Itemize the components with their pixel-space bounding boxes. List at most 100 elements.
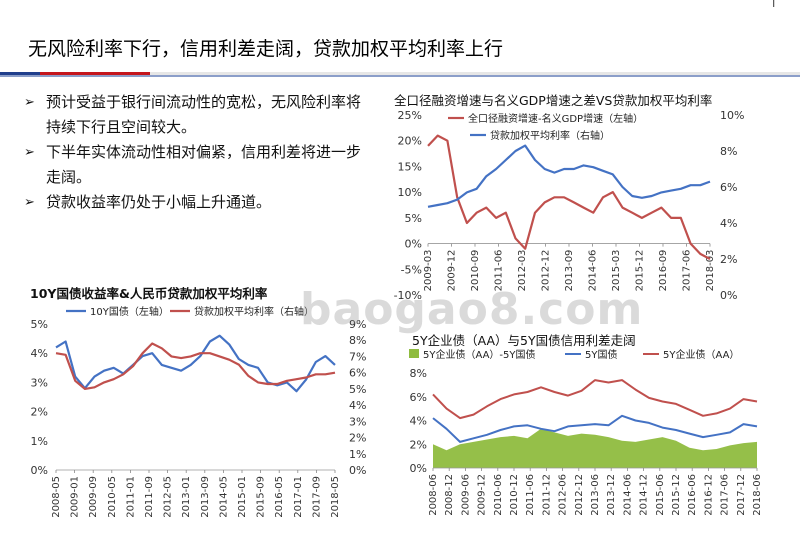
x-tick-label: 2009-03 bbox=[423, 250, 434, 292]
y-left-tick-label: -5% bbox=[401, 263, 422, 276]
legend-label-5y-govt: 5Y国债 bbox=[585, 348, 617, 361]
x-tick-label: 2008-12 bbox=[444, 474, 455, 516]
chart-title-spread: 5Y企业债（AA）与5Y国债信用利差走阔 bbox=[412, 333, 636, 348]
y-left-tick-label: 1% bbox=[31, 435, 48, 448]
x-tick-label: 2011-06 bbox=[525, 474, 536, 516]
x-tick-label: 2009-12 bbox=[447, 250, 458, 292]
legend-label-tsf-gap: 全口径融资增速-名义GDP增速（左轴） bbox=[468, 112, 643, 125]
x-tick-label: 2011-01 bbox=[125, 476, 136, 518]
x-tick-label: 2013-09 bbox=[200, 476, 211, 518]
series-line-tsf-gap bbox=[427, 134, 711, 260]
bullet-item: ➢ 预计受益于银行间流动性的宽松，无风险利率将持续下行且空间较大。 bbox=[24, 90, 364, 140]
series-line-5y-govt bbox=[432, 414, 758, 443]
y-left-tick-label: 0% bbox=[405, 238, 422, 251]
chart-10y: 5%4%3%2%1%0%9%8%7%6%5%4%3%2%1%0%2008-05 2… bbox=[31, 305, 367, 518]
x-tick-label: 2017-06 bbox=[720, 474, 731, 516]
y-right-tick-label: 5% bbox=[349, 383, 366, 396]
x-tick-label: 2015-06 bbox=[655, 474, 666, 516]
y-tick-label: 8% bbox=[410, 367, 427, 380]
y-right-tick-label: 4% bbox=[349, 399, 366, 412]
y-right-tick-label: 3% bbox=[349, 415, 366, 428]
x-tick-label: 2009-01 bbox=[70, 476, 81, 518]
y-left-tick-label: 3% bbox=[31, 376, 48, 389]
series-area-spread bbox=[433, 428, 757, 468]
x-tick-label: 2010-12 bbox=[509, 474, 520, 516]
bullet-text: 贷款收益率仍处于小幅上升通道。 bbox=[46, 193, 272, 211]
x-tick-label: 2011-09 bbox=[144, 476, 155, 518]
header-divider bbox=[0, 75, 800, 77]
x-tick-label: 2013-09 bbox=[564, 250, 575, 292]
legend-label-10y: 10Y国债（左轴） bbox=[90, 305, 169, 318]
x-tick-label: 2012-12 bbox=[541, 250, 552, 292]
legend-label-5y-corp: 5Y企业债（AA） bbox=[663, 348, 739, 361]
y-right-tick-label: 10% bbox=[720, 109, 744, 122]
y-right-tick-label: 2% bbox=[349, 432, 366, 445]
series-line-loan-rate bbox=[55, 342, 336, 390]
watermark: baogao8.com bbox=[300, 284, 644, 335]
chart-spread: 8% 6% 4% 2% 0%2008-06 2008-12 2009-06 2009-12 20… bbox=[409, 348, 763, 516]
y-right-tick-label: 9% bbox=[349, 318, 366, 331]
y-right-tick-label: 1% bbox=[349, 448, 366, 461]
y-left-tick-label: 15% bbox=[398, 160, 422, 173]
x-tick-label: 2013-06 bbox=[590, 474, 601, 516]
y-right-tick-label: 0% bbox=[720, 289, 737, 302]
x-tick-label: 2014-12 bbox=[639, 474, 650, 516]
y-left-tick-label: -10% bbox=[394, 289, 422, 302]
series-line-loan-rate bbox=[427, 144, 711, 208]
x-tick-label: 2009-06 bbox=[460, 474, 471, 516]
y-left-tick-label: 0% bbox=[31, 464, 48, 477]
x-tick-label: 2011-06 bbox=[494, 250, 505, 292]
bullet-text: 预计受益于银行间流动性的宽松，无风险利率将持续下行且空间较大。 bbox=[46, 93, 362, 136]
chart-tsf: 25%20%15%10%5%0%-5%-10%10%8%6%4%2%0%2009… bbox=[394, 109, 745, 302]
x-tick-label: 2014-05 bbox=[218, 476, 229, 518]
x-tick-label: 2015-09 bbox=[256, 476, 267, 518]
x-tick-label: 2009-12 bbox=[477, 474, 488, 516]
legend-swatch-spread bbox=[409, 349, 419, 358]
x-tick-label: 2015-01 bbox=[237, 476, 248, 518]
y-tick-label: 4% bbox=[410, 415, 427, 428]
y-left-tick-label: 10% bbox=[398, 186, 422, 199]
arrow-bullet-icon: ➢ bbox=[24, 95, 35, 110]
x-tick-label: 2015-03 bbox=[611, 250, 622, 292]
x-tick-label: 2012-05 bbox=[163, 476, 174, 518]
y-tick-label: 0% bbox=[410, 462, 427, 475]
y-right-tick-label: 8% bbox=[349, 334, 366, 347]
x-tick-label: 2010-05 bbox=[107, 476, 118, 518]
bullet-item: ➢ 贷款收益率仍处于小幅上升通道。 bbox=[24, 190, 364, 215]
header-accent-bar bbox=[0, 72, 800, 75]
x-tick-label: 2014-06 bbox=[622, 474, 633, 516]
x-tick-label: 2008-05 bbox=[51, 476, 62, 518]
y-tick-label: 6% bbox=[410, 391, 427, 404]
bullet-text: 下半年实体流动性相对偏紧，信用利差将进一步走阔。 bbox=[46, 143, 362, 186]
arrow-bullet-icon: ➢ bbox=[24, 145, 35, 160]
y-left-tick-label: 25% bbox=[398, 109, 422, 122]
legend-label-loan-rate: 贷款加权平均利率（右轴） bbox=[490, 129, 610, 142]
chart-title-tsf: 全口径融资增速与名义GDP增速之差VS贷款加权平均利率 bbox=[394, 93, 713, 108]
x-tick-label: 2008-06 bbox=[428, 474, 439, 516]
y-tick-label: 2% bbox=[410, 438, 427, 451]
x-tick-label: 2012-03 bbox=[517, 250, 528, 292]
x-tick-label: 2009-09 bbox=[88, 476, 99, 518]
y-left-tick-label: 2% bbox=[31, 406, 48, 419]
y-left-tick-label: 5% bbox=[405, 212, 422, 225]
x-tick-label: 2010-06 bbox=[493, 474, 504, 516]
x-tick-label: 2017-12 bbox=[736, 474, 747, 516]
legend-label-loan-rate: 贷款加权平均利率（右轴） bbox=[194, 305, 314, 318]
x-tick-label: 2015-12 bbox=[635, 250, 646, 292]
series-line-10y bbox=[55, 334, 336, 393]
y-right-tick-label: 0% bbox=[349, 464, 366, 477]
corner-mark: l bbox=[772, 0, 776, 10]
y-right-tick-label: 6% bbox=[720, 181, 737, 194]
x-tick-label: 2011-12 bbox=[541, 474, 552, 516]
x-tick-label: 2017-09 bbox=[311, 476, 322, 518]
y-right-tick-label: 4% bbox=[720, 217, 737, 230]
x-tick-label: 2012-12 bbox=[574, 474, 585, 516]
y-right-tick-label: 8% bbox=[720, 145, 737, 158]
x-tick-label: 2016-09 bbox=[658, 250, 669, 292]
chart-title-10y: 10Y国债收益率&人民币贷款加权平均利率 bbox=[30, 286, 268, 301]
x-tick-label: 2013-01 bbox=[181, 476, 192, 518]
x-tick-label: 2015-12 bbox=[671, 474, 682, 516]
y-left-tick-label: 4% bbox=[31, 347, 48, 360]
x-tick-label: 2016-06 bbox=[687, 474, 698, 516]
y-right-tick-label: 6% bbox=[349, 367, 366, 380]
